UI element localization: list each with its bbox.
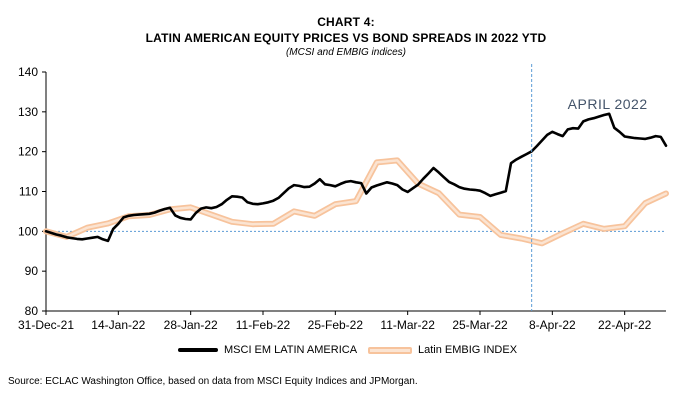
- chart-subtitle: (MCSI and EMBIG indices): [285, 47, 407, 58]
- x-tick-label: 31-Dec-21: [18, 318, 74, 332]
- chart-title-block: CHART 4: LATIN AMERICAN EQUITY PRICES VS…: [0, 14, 692, 59]
- legend-item-msci: MSCI EM LATIN AMERICA: [178, 344, 357, 356]
- y-tick-label: 110: [19, 185, 38, 199]
- chart-legend: MSCI EM LATIN AMERICA Latin EMBIG INDEX: [0, 344, 692, 362]
- legend-swatch-embig: [368, 346, 412, 354]
- series-msci-em-latin-america: [44, 112, 668, 243]
- chart-annotations: APRIL 2022: [531, 64, 648, 311]
- chart-tick-labels: 80 90 100 110 120 130 140 31-Dec-21 14-Jan-22 28-…: [18, 65, 652, 332]
- legend-item-embig: Latin EMBIG INDEX: [368, 344, 517, 356]
- x-tick-label: 11-Feb-22: [236, 318, 291, 332]
- y-tick-label: 80: [25, 304, 39, 318]
- x-tick-label: 25-Mar-22: [452, 318, 508, 332]
- x-tick-label: 14-Jan-22: [91, 318, 145, 332]
- series-line-msci: [44, 112, 668, 243]
- x-tick-label: 25-Feb-22: [308, 318, 364, 332]
- chart-number: CHART 4:: [317, 15, 375, 29]
- chart-axes: [42, 71, 666, 315]
- x-tick-label: 28-Jan-22: [164, 318, 218, 332]
- april-marker-label: APRIL 2022: [568, 96, 648, 112]
- x-tick-label: 8-Apr-22: [529, 318, 576, 332]
- x-tick-label: 11-Mar-22: [380, 318, 435, 332]
- legend-label-msci: MSCI EM LATIN AMERICA: [224, 344, 358, 356]
- y-tick-label: 140: [18, 65, 38, 79]
- x-tick-label: 22-Apr-22: [598, 318, 652, 332]
- y-tick-label: 120: [18, 145, 38, 159]
- chart-title: LATIN AMERICAN EQUITY PRICES VS BOND SPR…: [145, 31, 547, 45]
- y-tick-label: 130: [18, 105, 38, 119]
- legend-swatch-msci: [178, 348, 218, 352]
- y-tick-label: 90: [25, 264, 39, 278]
- legend-label-embig: Latin EMBIG INDEX: [418, 344, 518, 356]
- y-tick-label: 100: [18, 224, 38, 238]
- chart-series: [43, 112, 669, 247]
- chart-source-note: Source: ECLAC Washington Office, based o…: [8, 376, 418, 387]
